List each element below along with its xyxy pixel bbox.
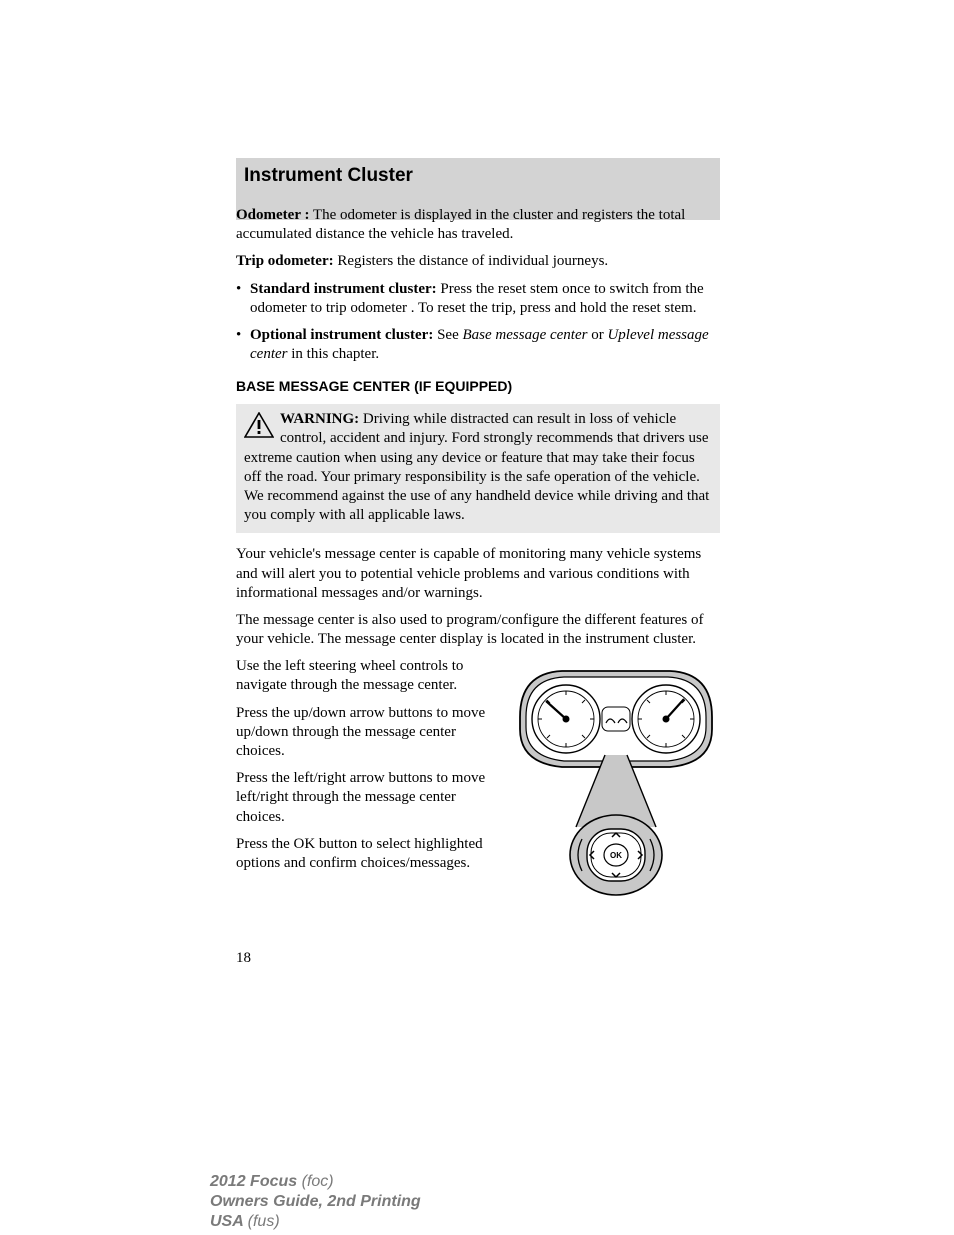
- para-msg1: Your vehicle's message center is capable…: [236, 545, 720, 603]
- footer-model-code: (foc): [302, 1173, 334, 1190]
- para-nav4: Press the OK button to select highlighte…: [236, 835, 498, 873]
- warning-triangle-icon: [244, 412, 274, 438]
- para-trip: Trip odometer: Registers the distance of…: [236, 252, 720, 271]
- bullet-opt-label: Optional instrument cluster:: [250, 327, 433, 343]
- body-text: Odometer : The odometer is displayed in …: [236, 206, 720, 969]
- instrument-cluster-figure: OK: [512, 657, 720, 923]
- trip-text: Registers the distance of individual jou…: [334, 253, 609, 269]
- para-nav1: Use the left steering wheel controls to …: [236, 657, 498, 695]
- page-content: Instrument Cluster Odometer : The odomet…: [236, 158, 720, 969]
- footer-region: USA: [210, 1213, 248, 1230]
- page-number: 18: [236, 949, 720, 968]
- warning-label: WARNING:: [280, 411, 359, 427]
- para-msg2: The message center is also used to progr…: [236, 611, 720, 649]
- footer-line1: 2012 Focus (foc): [210, 1172, 421, 1192]
- bullet-optional: • Optional instrument cluster: See Base …: [236, 326, 720, 364]
- footer: 2012 Focus (foc) Owners Guide, 2nd Print…: [210, 1172, 421, 1232]
- instrument-cluster-icon: OK: [512, 657, 720, 917]
- para-odometer: Odometer : The odometer is displayed in …: [236, 206, 720, 244]
- bullet-opt-em1: Base message center: [463, 327, 588, 343]
- bullet-opt-pre: See: [433, 327, 462, 343]
- bullet-opt-body: Optional instrument cluster: See Base me…: [250, 326, 720, 364]
- para-nav2: Press the up/down arrow buttons to move …: [236, 704, 498, 762]
- odometer-label: Odometer :: [236, 207, 309, 223]
- chapter-header: Instrument Cluster: [236, 158, 720, 194]
- bullet-mark-icon: •: [236, 326, 250, 364]
- chapter-title: Instrument Cluster: [244, 165, 710, 187]
- bullet-std-label: Standard instrument cluster:: [250, 281, 437, 297]
- ok-label: OK: [610, 851, 622, 860]
- bullet-standard: • Standard instrument cluster: Press the…: [236, 280, 720, 318]
- section-header-base-msg: BASE MESSAGE CENTER (IF EQUIPPED): [236, 378, 720, 396]
- trip-label: Trip odometer:: [236, 253, 334, 269]
- two-column-region: Use the left steering wheel controls to …: [236, 657, 720, 923]
- footer-model: 2012 Focus: [210, 1173, 302, 1190]
- footer-line3: USA (fus): [210, 1212, 421, 1232]
- footer-region-code: (fus): [248, 1213, 280, 1230]
- bullet-opt-post: in this chapter.: [287, 346, 379, 362]
- bullet-std-body: Standard instrument cluster: Press the r…: [250, 280, 720, 318]
- nav-instructions: Use the left steering wheel controls to …: [236, 657, 498, 923]
- footer-guide: Owners Guide, 2nd Printing: [210, 1192, 421, 1212]
- warning-text: Driving while distracted can result in l…: [244, 411, 709, 523]
- warning-box: WARNING: Driving while distracted can re…: [236, 404, 720, 533]
- bullet-mark-icon: •: [236, 280, 250, 318]
- bullet-opt-mid: or: [587, 327, 607, 343]
- para-nav3: Press the left/right arrow buttons to mo…: [236, 769, 498, 827]
